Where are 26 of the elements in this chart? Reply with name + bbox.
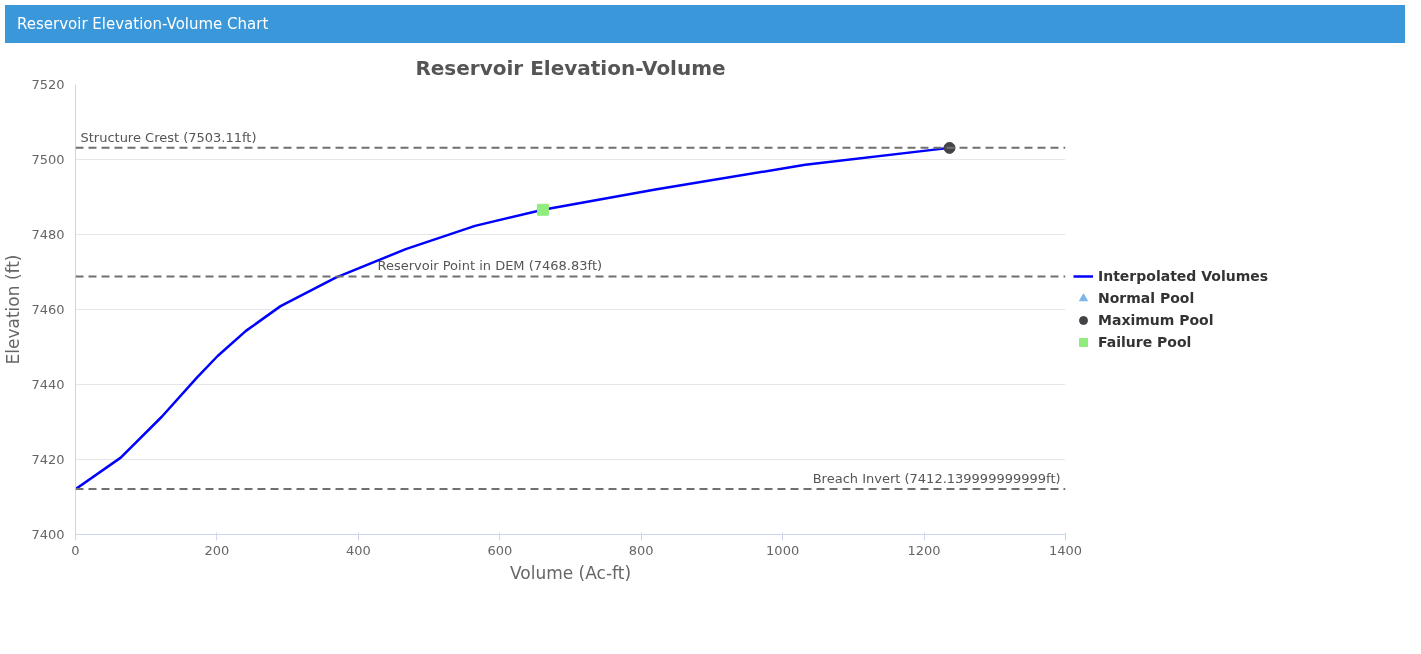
y-axis-title: Elevation (ft) <box>3 254 24 365</box>
x-axis-title: Volume (Ac-ft) <box>509 562 632 583</box>
legend-label: Normal Pool <box>1098 290 1195 306</box>
text: Reservoir Elevation-Volume Chart <box>17 14 269 35</box>
legend-label: Failure Pool <box>1098 334 1192 350</box>
ref-line-label: Breach Invert (7412.139999999999ft) <box>812 470 1061 486</box>
y-tick-label: 7480 <box>31 227 65 242</box>
y-tick-label: 7520 <box>31 77 65 92</box>
x-tick-label: 600 <box>487 542 513 558</box>
x-tick-label: 1200 <box>907 542 941 558</box>
x-tick-label: 400 <box>345 542 371 558</box>
x-tick-label: 800 <box>628 542 654 558</box>
x-tick-label: 200 <box>204 542 230 558</box>
legend-label: Interpolated Volumes <box>1098 268 1269 284</box>
x-tick-label: 1000 <box>766 542 800 558</box>
chart-title: Reservoir Elevation-Volume <box>415 55 726 80</box>
ref-line-label: Structure Crest (7503.11ft) <box>80 129 257 145</box>
y-tick-label: 7400 <box>31 527 65 542</box>
x-tick-label: 0 <box>71 542 80 558</box>
y-tick-label: 7440 <box>31 377 65 392</box>
y-tick-label: 7460 <box>31 302 65 317</box>
legend-label: Maximum Pool <box>1098 312 1214 328</box>
y-tick-label: 7420 <box>31 452 65 467</box>
ref-line-label: Reservoir Point in DEM (7468.83ft) <box>377 258 603 274</box>
x-tick-label: 1400 <box>1048 542 1083 558</box>
y-tick-label: 7500 <box>31 152 65 167</box>
